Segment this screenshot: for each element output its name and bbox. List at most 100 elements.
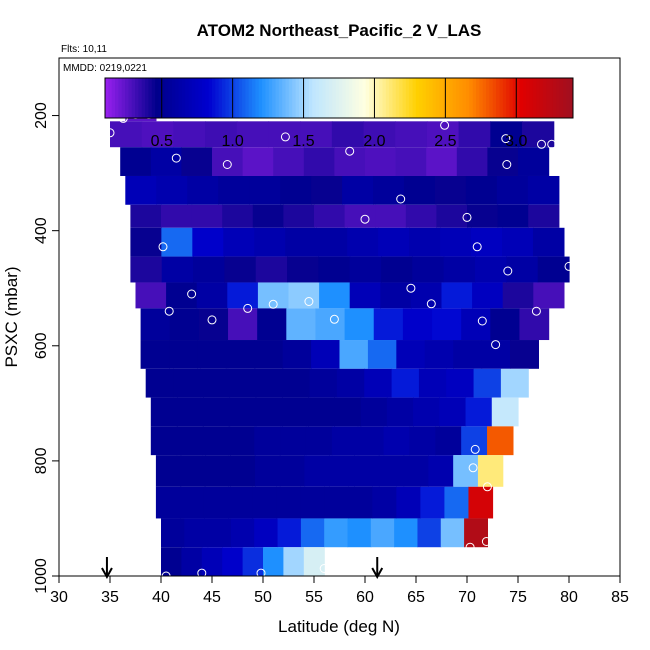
heatmap-cell [426,147,458,176]
flight-point [105,128,115,138]
heatmap-cell [364,368,393,398]
colorbar-segment [228,78,233,118]
heatmap-cell [285,227,317,257]
colorbar-segment [546,78,551,118]
heatmap-cell [218,175,250,205]
colorbar-segment [562,78,567,118]
heatmap-cell [196,282,228,309]
heatmap-cell [140,340,170,369]
colorbar-segment [409,78,414,118]
colorbar-segment [466,78,470,118]
heatmap-cell [161,547,182,576]
heatmap-cell [436,204,468,228]
flight-point [501,134,511,144]
heatmap-cell [403,455,429,487]
colorbar-segment [526,78,531,118]
heatmap-cell [303,147,335,176]
colorbar-segment [335,78,340,118]
colorbar-segment [171,78,176,118]
colorbar-segment [278,78,283,118]
heatmap-cell [491,397,519,427]
flight-point [268,299,278,309]
heatmap-cell [456,147,488,176]
colorbar-segment [318,78,323,118]
heatmap-cell [373,308,404,341]
heatmap-cell [227,368,256,398]
colorbar-segment [181,78,186,118]
colorbar-segment [238,78,243,118]
heatmap-cell [150,397,178,427]
flight-point [481,537,491,546]
heatmap-cell [487,426,514,456]
colorbar-segment [462,78,467,118]
heatmap-cell [187,175,219,205]
heatmap-cell [395,147,427,176]
flight-point [406,283,416,293]
colorbar-tick-label: 0.5 [151,133,173,150]
colorbar-segment [322,78,327,118]
heatmap-cell [173,368,201,398]
heatmap-cell [254,340,284,369]
colorbar-segment [195,78,200,118]
heatmap-cell [300,518,325,548]
heatmap-cell [490,308,521,341]
heatmap-cell [184,518,209,548]
heatmap-cell [230,455,256,487]
heatmap-cell [412,256,445,283]
heatmap-cell [444,486,470,519]
heatmap-cell [380,282,412,309]
heatmap-cell [303,547,325,576]
heatmap-cell [281,397,309,427]
flight-point [396,194,406,204]
colorbar-segment [399,78,404,118]
colorbar-segment [519,78,524,118]
heatmap-cell [203,397,231,427]
heatmap-cell [255,397,283,427]
heatmap-cell [192,227,224,257]
colorbar-segment [218,78,223,118]
heatmap-cell [263,547,284,576]
heatmap-cell [426,121,460,148]
colorbar-segment [402,78,407,118]
heatmap-cell [365,147,397,176]
heatmap-cell [378,227,410,257]
heatmap-cell [222,547,244,576]
heatmap-cell [140,308,171,341]
x-tick-label: 70 [458,589,476,606]
colorbar-segment [211,78,216,118]
colorbar-segment [509,78,514,118]
colorbar-tick-label: 2.5 [434,133,456,150]
heatmap-cell [395,121,428,148]
heatmap-cell [500,368,529,398]
heatmap-cell [375,204,407,228]
flight-point [164,306,174,316]
colorbar-segment [559,78,564,118]
heatmap-cell [475,256,507,283]
heatmap-cell [409,426,436,456]
heatmap-cell [402,308,433,341]
colorbar-segment [118,78,123,118]
colorbar-segment [285,78,290,118]
heatmap-cell [471,227,503,257]
heatmap-cell [443,256,476,283]
heatmap-cell [130,227,162,257]
heatmap-cell [363,121,396,148]
y-axis: 200 400 600 800 1000 [33,102,59,594]
heatmap-cell [440,518,465,548]
colorbar-segment [532,78,537,118]
heatmap-cell [537,256,570,283]
heatmap-cell [453,340,483,369]
colorbar-segment [549,78,554,118]
heatmap-cell [230,518,255,548]
colorbar-segment [412,78,417,118]
heatmap-cell [283,547,305,576]
colorbar-segment [419,78,424,118]
heatmap-cell [181,547,203,576]
heatmap-cell [300,486,325,519]
colorbar-segment [516,78,521,118]
colorbar-segment [252,78,256,118]
heatmap-cell [324,518,349,548]
heatmap-cell [394,518,419,548]
colorbar-segment [479,78,484,118]
colorbar-segment [405,78,410,118]
